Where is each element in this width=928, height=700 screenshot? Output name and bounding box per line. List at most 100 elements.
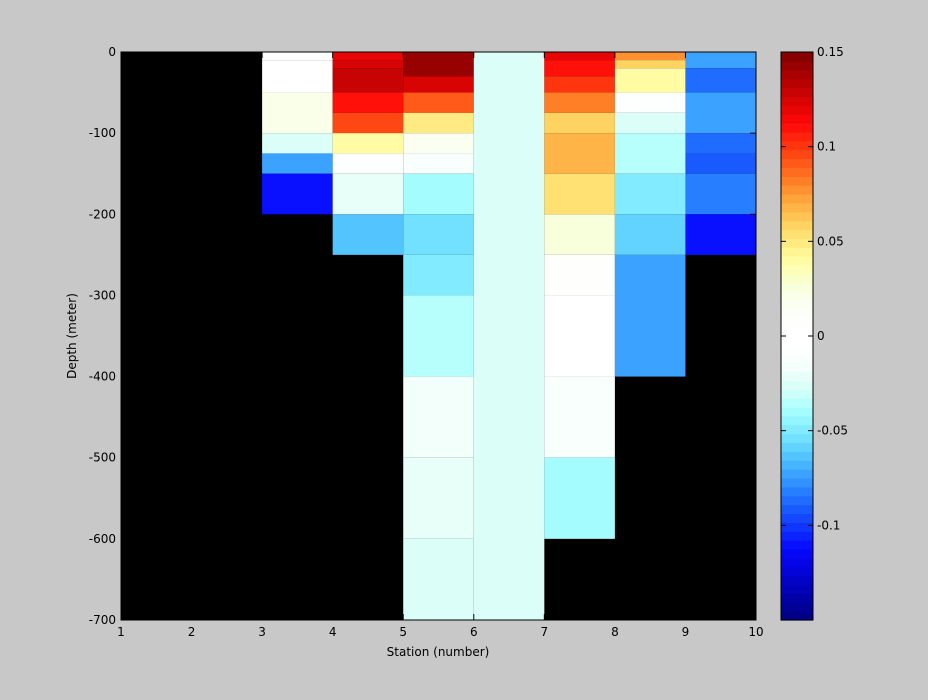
heatmap-cell	[403, 76, 474, 93]
x-tick-label: 3	[258, 625, 266, 639]
y-tick-label: -500	[89, 451, 116, 465]
colorbar-tick-label: -0.1	[817, 518, 840, 532]
colorbar-swatch	[781, 194, 813, 204]
heatmap-cell	[544, 92, 615, 113]
heatmap-cell	[262, 60, 333, 93]
colorbar-swatch	[781, 371, 813, 381]
colorbar-swatch	[781, 433, 813, 444]
x-tick-label: 8	[611, 625, 619, 639]
heatmap-cell	[332, 133, 404, 154]
colorbar-swatch	[781, 158, 813, 168]
heatmap-cell	[544, 76, 615, 93]
plot-frame	[120, 51, 757, 621]
colorbar-swatch	[781, 522, 813, 532]
colorbar-swatch	[781, 149, 813, 160]
colorbar-swatch	[781, 78, 813, 89]
y-axis-label: Depth (meter)	[65, 293, 79, 379]
heatmap-cell	[685, 153, 756, 174]
heatmap-cell	[262, 52, 333, 61]
colorbar-swatch	[781, 424, 813, 435]
colorbar-swatch	[781, 96, 813, 106]
colorbar-swatch	[781, 362, 813, 373]
x-tick-label: 6	[470, 625, 478, 639]
y-tick-label: -300	[89, 288, 116, 302]
colorbar-swatch	[781, 469, 813, 479]
colorbar-swatch	[781, 247, 813, 257]
heatmap-cell	[544, 214, 615, 255]
colorbar-swatch	[781, 593, 813, 603]
colorbar-swatch	[781, 415, 813, 426]
heatmap-cell	[332, 173, 404, 215]
colorbar-swatch	[781, 504, 813, 515]
colorbar-swatch	[781, 185, 813, 195]
colorbar-swatch	[781, 265, 813, 275]
heatmap-cell	[544, 60, 615, 77]
y-tick-label: -600	[89, 532, 116, 546]
heatmap-cell	[544, 295, 615, 377]
heatmap-cell	[403, 457, 474, 539]
x-tick-label: 9	[682, 625, 690, 639]
colorbar-swatch	[781, 495, 813, 506]
heatmap-cell	[262, 133, 333, 154]
x-axis: 1 2 3 4 5 6 7 8 9 10	[117, 52, 764, 639]
heatmap-cell	[403, 254, 474, 296]
heatmap-cell	[403, 133, 474, 154]
heatmap-cell	[262, 92, 333, 134]
x-tick-label: 2	[188, 625, 196, 639]
heatmap-cell	[403, 112, 474, 134]
heatmap-cell	[544, 173, 615, 215]
heatmap-cell	[403, 295, 474, 377]
colorbar-swatch	[781, 211, 813, 222]
colorbar-swatch	[781, 123, 813, 133]
heatmap-cell	[614, 173, 686, 215]
y-tick-label: -100	[89, 126, 116, 140]
colorbar-swatch	[781, 291, 813, 302]
colorbar-swatch	[781, 549, 813, 559]
y-tick-label: -700	[89, 613, 116, 627]
heatmap-cell	[332, 92, 404, 113]
colorbar-swatch	[781, 478, 813, 488]
colorbar-swatch	[781, 69, 813, 80]
heatmap-cell	[614, 68, 686, 93]
colorbar-swatch	[781, 407, 813, 417]
heatmap-cell	[685, 173, 756, 215]
colorbar-swatch	[781, 238, 813, 248]
heatmap-cell	[614, 214, 686, 255]
heatmap-cell	[332, 153, 404, 174]
heatmap-cell	[614, 92, 686, 113]
y-tick-label: -200	[89, 207, 116, 221]
x-tick-label: 4	[329, 625, 337, 639]
colorbar-swatch	[781, 389, 813, 399]
colorbar-swatch	[781, 131, 813, 142]
colorbar-swatch	[781, 398, 813, 408]
heatmap-cell	[332, 60, 404, 69]
colorbar-swatch	[781, 300, 813, 310]
colorbar-swatch	[781, 202, 813, 213]
colorbar-swatch	[781, 486, 813, 497]
heatmap-cell	[544, 254, 615, 296]
colorbar-swatch	[781, 220, 813, 231]
heatmap-cell	[403, 538, 474, 620]
colorbar-swatch	[781, 566, 813, 577]
heatmap-cell	[614, 133, 686, 174]
colorbar-swatch	[781, 327, 813, 337]
y-tick-label: -400	[89, 370, 116, 384]
x-tick-label: 7	[541, 625, 549, 639]
heatmap-cell	[403, 52, 474, 77]
colorbar-swatch	[781, 87, 813, 97]
heatmap-cell	[614, 52, 686, 61]
y-tick-label: 0	[108, 45, 116, 59]
heatmap-cells	[262, 52, 756, 620]
colorbar-swatch	[781, 273, 813, 284]
heatmap-cell	[403, 173, 474, 215]
heatmap-cell	[685, 133, 756, 154]
x-tick-label: 5	[399, 625, 407, 639]
colorbar-swatch	[781, 353, 813, 364]
colorbar-swatch	[781, 52, 813, 62]
heatmap-cell	[332, 52, 404, 61]
x-tick-label: 1	[117, 625, 125, 639]
colorbar-swatch	[781, 282, 813, 293]
heatmap-cell	[544, 112, 615, 134]
